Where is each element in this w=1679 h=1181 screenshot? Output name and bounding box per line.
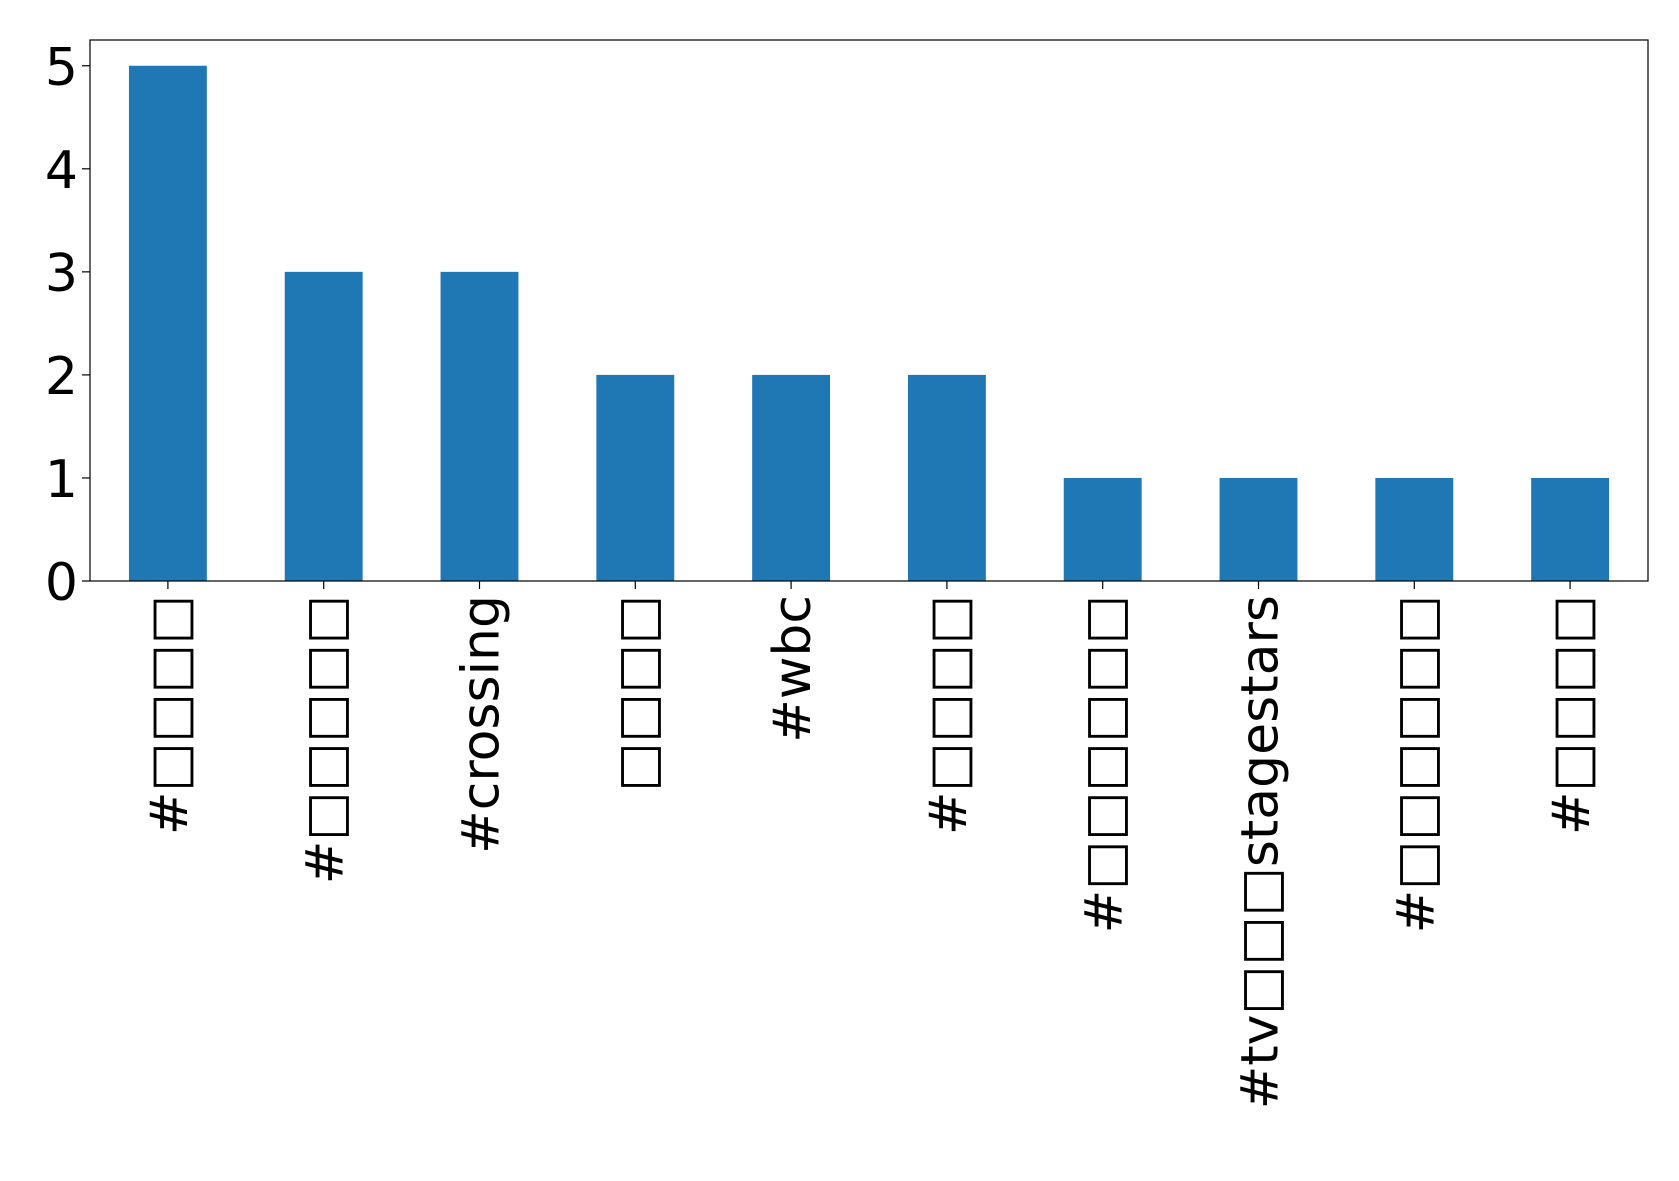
y-tick-label: 3 — [45, 244, 78, 304]
bar — [284, 271, 363, 581]
x-tick-label: #□□□□□□ — [1075, 595, 1135, 933]
bar — [596, 374, 675, 581]
x-tick-label: □□□□ — [607, 595, 667, 792]
bar — [1375, 477, 1454, 581]
x-tick-label: #crossing — [452, 595, 512, 854]
bar — [440, 271, 519, 581]
x-tick-label: #tv□□□stagestars — [1231, 595, 1291, 1109]
bar — [752, 374, 831, 581]
y-tick-label: 0 — [45, 553, 78, 613]
bar — [1063, 477, 1142, 581]
x-tick-label: #wbc — [763, 595, 823, 743]
bar — [907, 374, 986, 581]
y-tick-label: 4 — [45, 141, 78, 201]
x-tick-label: #□□□□□□ — [1386, 595, 1446, 933]
y-tick-label: 1 — [45, 450, 78, 510]
x-tick-label: #□□□□ — [919, 595, 979, 835]
x-tick-label: #□□□□ — [140, 595, 200, 835]
bar — [1219, 477, 1298, 581]
plot-frame — [89, 39, 1649, 582]
y-tick-label: 2 — [45, 347, 78, 407]
x-tick-label: #□□□□ — [1542, 595, 1602, 835]
x-tick-label: #□□□□□ — [296, 595, 356, 884]
bar — [128, 65, 207, 581]
y-tick-label: 5 — [45, 38, 78, 98]
bar — [1531, 477, 1610, 581]
